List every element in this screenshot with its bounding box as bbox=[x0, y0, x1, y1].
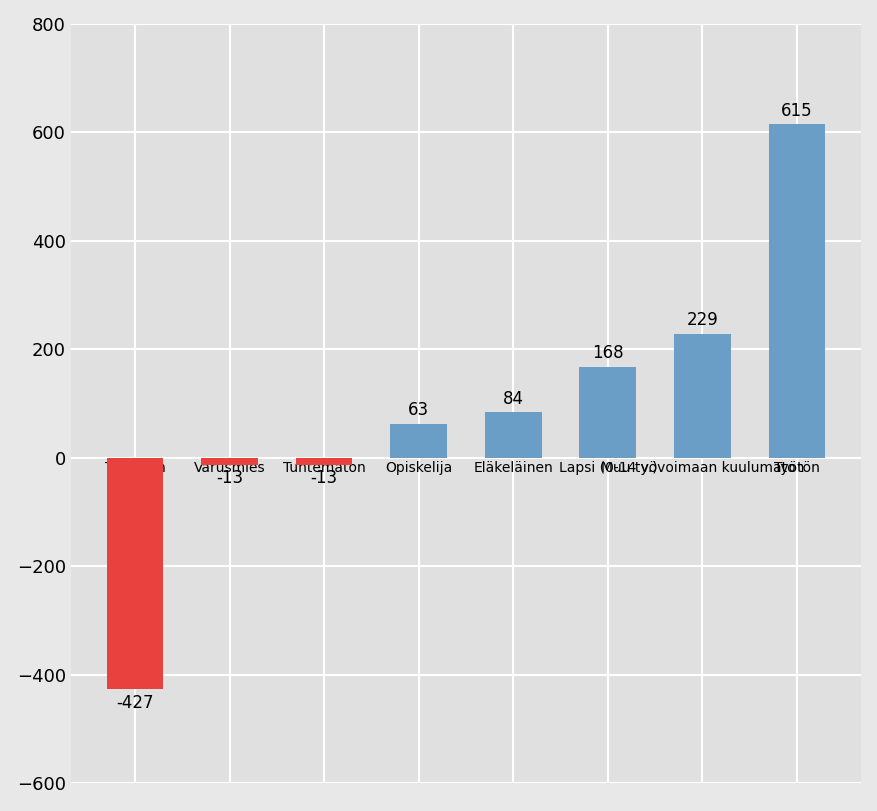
Text: 229: 229 bbox=[686, 311, 717, 329]
Text: 615: 615 bbox=[781, 101, 812, 120]
Bar bbox=[484, 412, 541, 457]
Bar bbox=[296, 457, 352, 465]
Text: 84: 84 bbox=[503, 390, 524, 408]
Text: 168: 168 bbox=[591, 344, 623, 363]
Bar bbox=[201, 457, 258, 465]
Bar bbox=[106, 457, 163, 689]
Text: -13: -13 bbox=[310, 469, 338, 487]
Text: -13: -13 bbox=[216, 469, 243, 487]
Bar bbox=[674, 333, 730, 457]
Text: 63: 63 bbox=[408, 401, 429, 419]
Bar bbox=[767, 124, 824, 457]
Bar bbox=[579, 367, 636, 457]
Text: -427: -427 bbox=[116, 693, 153, 712]
Bar bbox=[390, 423, 446, 457]
